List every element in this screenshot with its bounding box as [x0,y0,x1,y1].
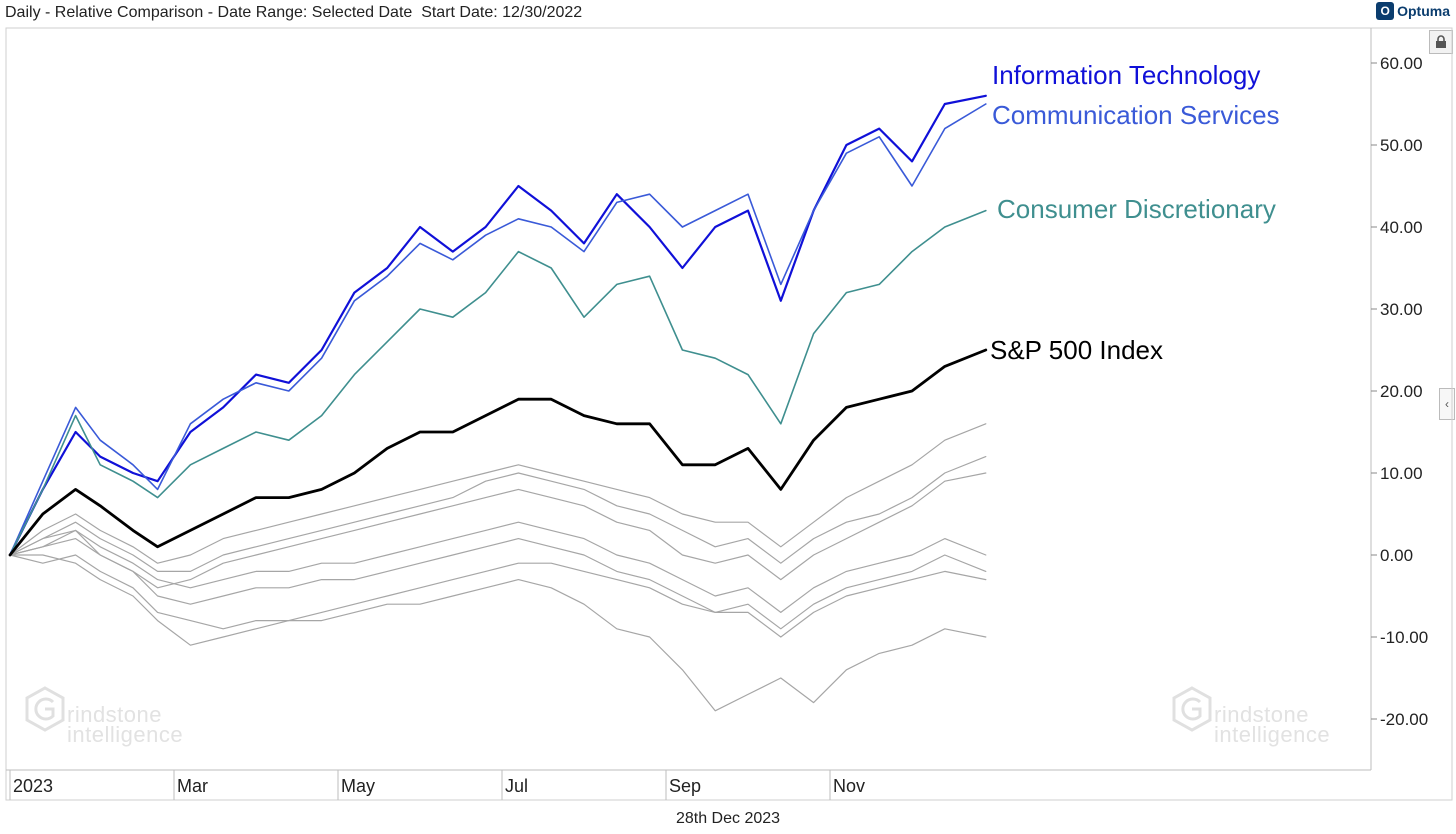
y-tick-label: 50.00 [1380,136,1423,155]
series-line-sector-9 [9,537,987,630]
watermark-right-line1: rindstone [1214,702,1310,727]
x-tick-label: Jul [505,776,528,796]
y-tick-label: -10.00 [1380,628,1428,647]
x-tick-label: Nov [833,776,865,796]
y-tick-label: 20.00 [1380,382,1423,401]
y-tick-label: 30.00 [1380,300,1423,319]
y-tick-label: 40.00 [1380,218,1423,237]
series-label-information-technology: Information Technology [992,60,1260,90]
y-axis: 60.00 50.00 40.00 30.00 20.00 10.00 0.00 -10.00… [1371,54,1428,729]
series-label-communication-services: Communication Services [992,100,1280,130]
series-lines [8,94,988,712]
watermark-left-line2: intelligence [67,722,184,747]
y-tick-label: 0.00 [1380,546,1413,565]
series-labels: Information Technology Communication Serv… [990,60,1280,365]
series-line-sector-8 [9,521,987,614]
optuma-logo: O Optuma [1376,2,1450,20]
optuma-brand-name: Optuma [1397,3,1450,19]
y-tick-label: 10.00 [1380,464,1423,483]
series-line-consumer-discretionary [9,209,987,556]
optuma-logo-icon: O [1376,2,1395,20]
series-line-sector-10 [9,554,987,638]
x-tick-label: Mar [177,776,208,796]
x-tick-label: Sep [669,776,701,796]
series-line-s-p-500-index [8,348,988,557]
series-line-sector-6 [9,456,987,573]
collapse-panel-icon[interactable]: ‹ [1439,388,1455,420]
series-label-s-p-500-index: S&P 500 Index [990,335,1163,365]
y-tick-label: 60.00 [1380,54,1423,73]
series-label-consumer-discretionary: Consumer Discretionary [997,194,1276,224]
chart-header-title: Daily - Relative Comparison - Date Range… [5,4,583,21]
series-line-sector-11 [9,554,987,712]
watermark-left-line1: rindstone [67,702,163,727]
watermark-right-line2: intelligence [1214,722,1331,747]
x-tick-label: 2023 [13,776,53,796]
footer-date: 28th Dec 2023 [675,810,781,827]
series-line-sector-7 [9,472,987,589]
y-tick-label: -20.00 [1380,710,1428,729]
series-line-sector-5 [9,423,987,564]
x-axis: 2023 Mar May Jul Sep Nov [9,770,865,800]
x-tick-label: May [341,776,375,796]
chart-frame [5,27,1453,801]
series-line-communication-services [9,103,987,556]
